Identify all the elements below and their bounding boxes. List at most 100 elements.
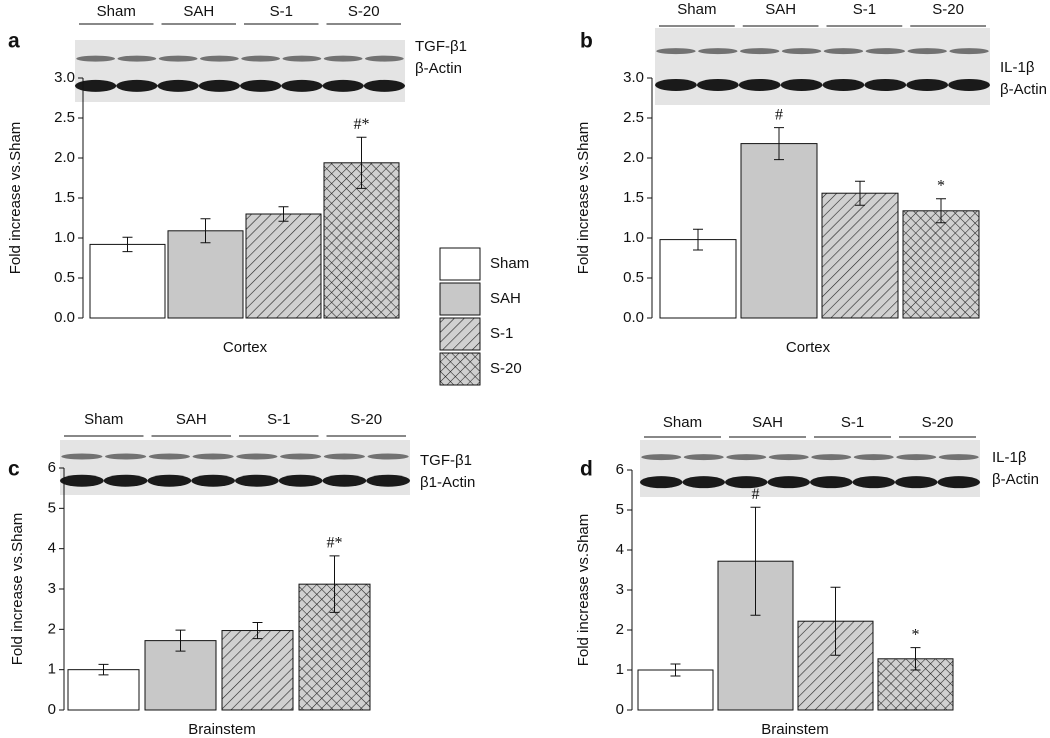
lane-label: S-1 [270, 3, 293, 20]
bar [902, 210, 980, 319]
error-bar [98, 663, 109, 676]
lane-label: SAH [765, 1, 796, 18]
y-tick-label: 1 [616, 661, 624, 678]
blot-band [655, 78, 697, 91]
blot-band [896, 454, 937, 461]
blot-band [698, 48, 738, 55]
error-bar [175, 629, 186, 652]
legend-label: S-20 [490, 360, 522, 377]
error-bar [122, 236, 133, 253]
bar [167, 230, 244, 319]
error-bar [278, 206, 289, 222]
blot-band-label: IL-1β [992, 449, 1027, 466]
blot-band [725, 476, 768, 489]
y-tick-label: 2.0 [54, 149, 75, 166]
annotation: # [775, 106, 783, 123]
blot-band [198, 79, 240, 92]
blot-band [157, 79, 199, 92]
y-tick-label: 0 [616, 701, 624, 718]
blot-band [158, 55, 198, 62]
blot-band-label: β-Actin [1000, 81, 1047, 98]
blot-band [366, 474, 410, 487]
blot-band [364, 55, 404, 62]
bar [245, 213, 322, 319]
error-bar [936, 198, 946, 224]
blot-band [907, 48, 947, 55]
y-tick-label: 2.5 [54, 109, 75, 126]
lane-label: S-20 [348, 3, 380, 20]
blot-band [322, 474, 367, 487]
y-tick-label: 6 [616, 461, 624, 478]
blot-band [864, 78, 907, 91]
y-tick-label: 3 [616, 581, 624, 598]
blot-band-label: TGF-β1 [420, 452, 472, 469]
blot-image [640, 440, 980, 497]
blot-band [367, 453, 409, 460]
blot-band [696, 78, 739, 91]
blot-band [199, 55, 239, 62]
annotation: * [912, 626, 920, 643]
blot-band [781, 48, 822, 55]
lane-label: S-20 [350, 411, 382, 428]
blot-band-label: β1-Actin [420, 474, 475, 491]
blot-band-label: TGF-β1 [415, 38, 467, 55]
lane-label: S-1 [841, 414, 864, 431]
blot-band [61, 453, 103, 460]
bar [221, 630, 294, 711]
blot-band [278, 474, 323, 487]
blot-band [852, 476, 895, 489]
blot-band [75, 79, 117, 92]
bar [740, 143, 818, 319]
blot-band [236, 453, 278, 460]
blot-band-label: β-Actin [415, 60, 462, 77]
bar [659, 239, 737, 319]
lane-label: Sham [97, 3, 136, 20]
lane-label: SAH [183, 3, 214, 20]
y-tick-label: 3.0 [54, 69, 75, 86]
x-axis-label: Cortex [223, 339, 268, 356]
annotation: #* [354, 116, 370, 133]
blot-band [780, 78, 823, 91]
blot-band [895, 476, 938, 489]
lane-label: Sham [663, 414, 702, 431]
y-tick-label: 0 [48, 701, 56, 718]
blot-band-label: β-Actin [992, 471, 1039, 488]
annotation: # [752, 486, 760, 503]
lane-label: SAH [752, 414, 783, 431]
blot-band [682, 476, 725, 489]
bar [637, 669, 714, 711]
legend-swatch [439, 352, 481, 386]
blot-band [656, 48, 696, 55]
y-tick-label: 6 [48, 459, 56, 476]
blot-band [739, 48, 780, 55]
blot-band [235, 474, 279, 487]
blot-band [323, 453, 365, 460]
blot-band [683, 454, 724, 461]
lane-label: S-20 [932, 1, 964, 18]
blot-band-label: IL-1β [1000, 59, 1035, 76]
panel-letter: a [8, 30, 20, 53]
blot-band [241, 55, 281, 62]
y-tick-label: 3 [48, 580, 56, 597]
blot-band [768, 454, 809, 461]
bar [323, 162, 400, 319]
blot-band [823, 48, 864, 55]
y-tick-label: 5 [616, 501, 624, 518]
blot-band [116, 79, 158, 92]
y-axis-label: Fold increase vs.Sham [575, 122, 592, 275]
blot-image [75, 40, 405, 102]
y-tick-label: 5 [48, 499, 56, 516]
bar [89, 243, 166, 319]
blot-band [363, 79, 405, 92]
blot-band [641, 454, 682, 461]
error-bar [670, 663, 681, 677]
blot-band [60, 474, 104, 487]
blot-band [103, 474, 148, 487]
blot-band [938, 454, 979, 461]
y-tick-label: 1.0 [623, 229, 644, 246]
error-bar [855, 180, 865, 206]
y-tick-label: 0.0 [623, 309, 644, 326]
blot-band [117, 55, 157, 62]
error-bar [774, 127, 784, 161]
